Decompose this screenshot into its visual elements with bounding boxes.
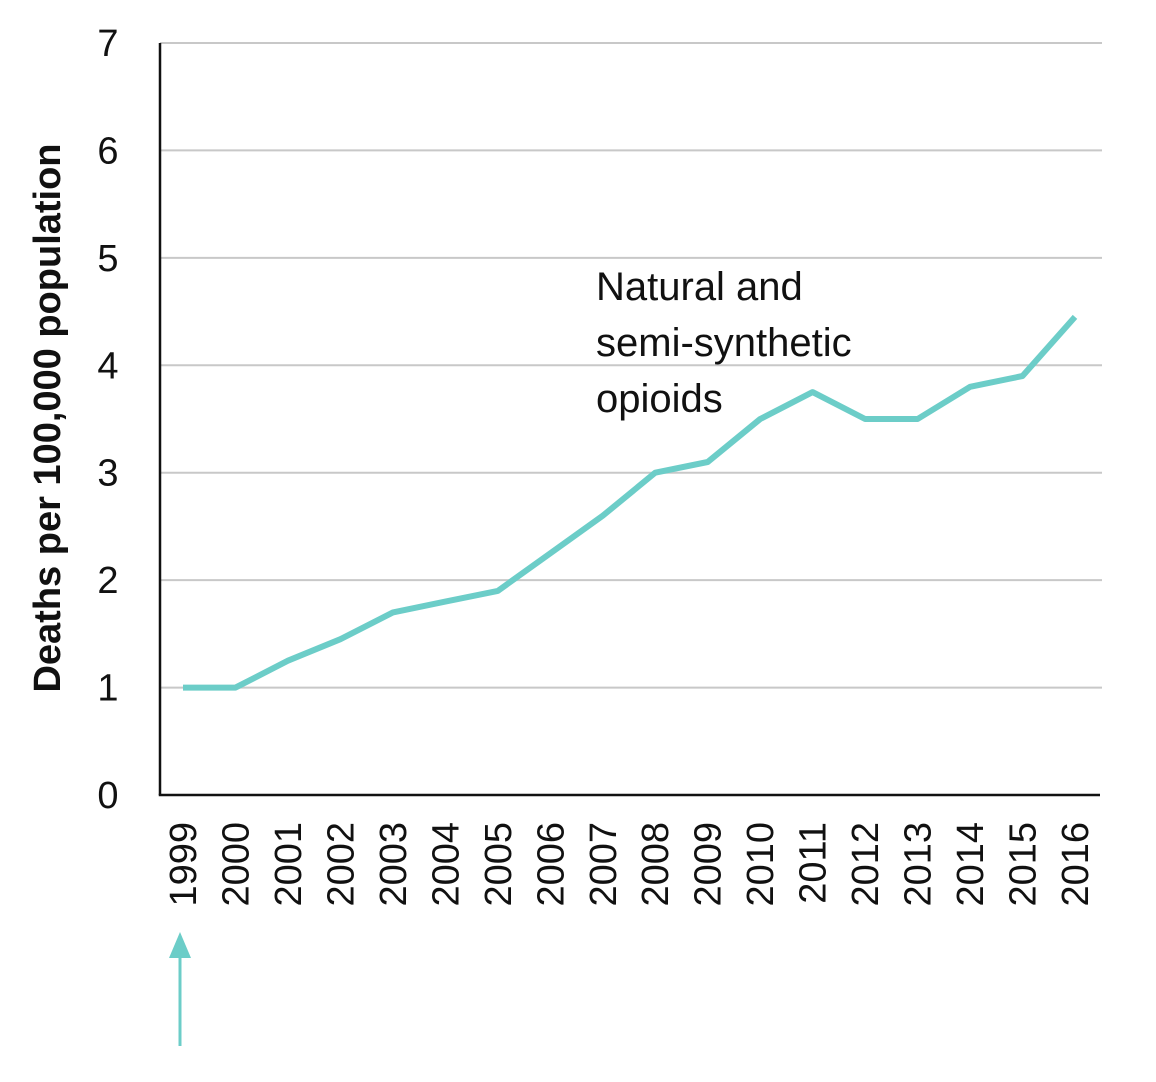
y-tick-5: 5 (97, 238, 118, 280)
x-tick-2003: 2003 (373, 822, 415, 907)
x-tick-1999: 1999 (163, 822, 205, 907)
x-tick-2011: 2011 (793, 822, 835, 904)
x-tick-2006: 2006 (530, 822, 572, 907)
gridlines (160, 42, 1102, 689)
series-group (183, 314, 1078, 691)
x-tick-2005: 2005 (478, 822, 520, 907)
axes (158, 43, 1100, 797)
arrow-marker (169, 932, 191, 1046)
x-tick-labels: 1999 2000 2001 2002 2003 2004 2005 2006 2007 2008… (163, 822, 1097, 907)
annotation-line-1: Natural and (596, 265, 803, 309)
x-tick-2002: 2002 (320, 822, 362, 907)
x-tick-2016: 2016 (1055, 822, 1097, 907)
y-axis-label: Deaths per 100,000 population (27, 143, 69, 692)
series-annotation: Natural and semi-synthetic opioids (596, 265, 863, 421)
x-tick-2008: 2008 (635, 822, 677, 907)
annotation-line-2: semi-synthetic (596, 321, 852, 365)
y-tick-2: 2 (97, 560, 118, 602)
arrow-head (169, 932, 191, 958)
y-tick-1: 1 (97, 668, 118, 710)
x-tick-2009: 2009 (688, 822, 730, 907)
x-tick-2012: 2012 (845, 822, 887, 907)
y-tick-3: 3 (97, 453, 118, 495)
y-tick-7: 7 (97, 23, 118, 65)
annotation-line-3: opioids (596, 377, 723, 421)
series-line-0 (183, 314, 1078, 691)
y-tick-4: 4 (97, 345, 118, 387)
x-tick-2004: 2004 (425, 822, 467, 907)
y-tick-labels: 0 1 2 3 4 5 6 7 (97, 23, 118, 817)
y-tick-0: 0 (97, 775, 118, 817)
x-tick-2015: 2015 (1003, 822, 1045, 907)
x-tick-2014: 2014 (950, 822, 992, 907)
x-tick-2000: 2000 (215, 822, 257, 907)
x-tick-2001: 2001 (268, 822, 310, 907)
y-tick-6: 6 (97, 130, 118, 172)
x-tick-2007: 2007 (583, 822, 625, 907)
x-tick-2013: 2013 (898, 822, 940, 907)
x-tick-2010: 2010 (740, 822, 782, 907)
